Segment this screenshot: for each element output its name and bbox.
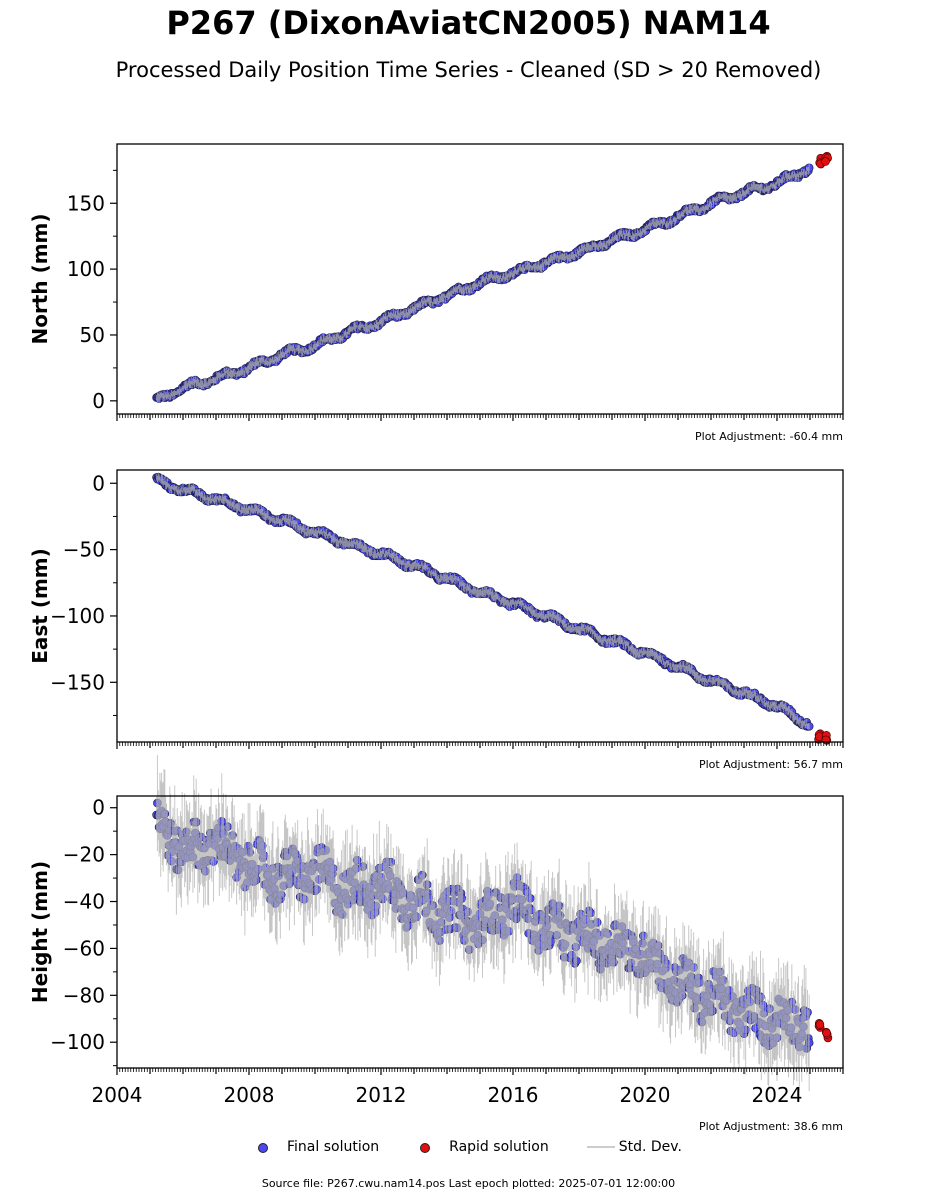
- x-axis: [116, 742, 844, 749]
- rapid-point: [821, 157, 830, 166]
- plot-frame: [116, 469, 844, 743]
- y-tick-label: −150: [50, 670, 105, 694]
- y-tick-label: −100: [50, 604, 105, 628]
- y-axis: 0 −50 −100 −150: [50, 471, 117, 716]
- y-tick-label: 0: [92, 471, 105, 495]
- y-tick-label: 50: [80, 323, 105, 347]
- panel-2: 0 −50 −100 −150 East (mm) Plot Adjustment: 56…: [28, 469, 844, 771]
- final-solution-points: [152, 472, 814, 731]
- y-tick-label: 150: [67, 191, 105, 215]
- rapid-solution-points: [815, 151, 832, 169]
- y-axis-label: East (mm): [28, 548, 52, 664]
- y-axis: 0 50 100 150: [67, 169, 117, 413]
- x-axis: [116, 414, 844, 421]
- std-dev-lines: [156, 163, 810, 404]
- y-axis-label: North (mm): [28, 213, 52, 344]
- y-tick-label: 100: [67, 257, 105, 281]
- std-dev-lines: [156, 755, 810, 1092]
- y-tick-label: 0: [92, 389, 105, 413]
- y-tick-label: −50: [63, 538, 105, 562]
- plot-adjustment: Plot Adjustment: -60.4 mm: [695, 430, 843, 443]
- plot-adjustment: Plot Adjustment: 56.7 mm: [699, 758, 843, 771]
- chart-subtitle: Processed Daily Position Time Series - C…: [115, 58, 822, 82]
- rapid-solution-points: [814, 729, 832, 745]
- chart-title: P267 (DixonAviatCN2005) NAM14: [166, 4, 771, 42]
- rapid-point: [821, 735, 831, 745]
- std-dev-lines: [156, 473, 810, 730]
- panel-1: 0 50 100 150 North (mm) Plot Adjustment: -60.…: [28, 143, 844, 443]
